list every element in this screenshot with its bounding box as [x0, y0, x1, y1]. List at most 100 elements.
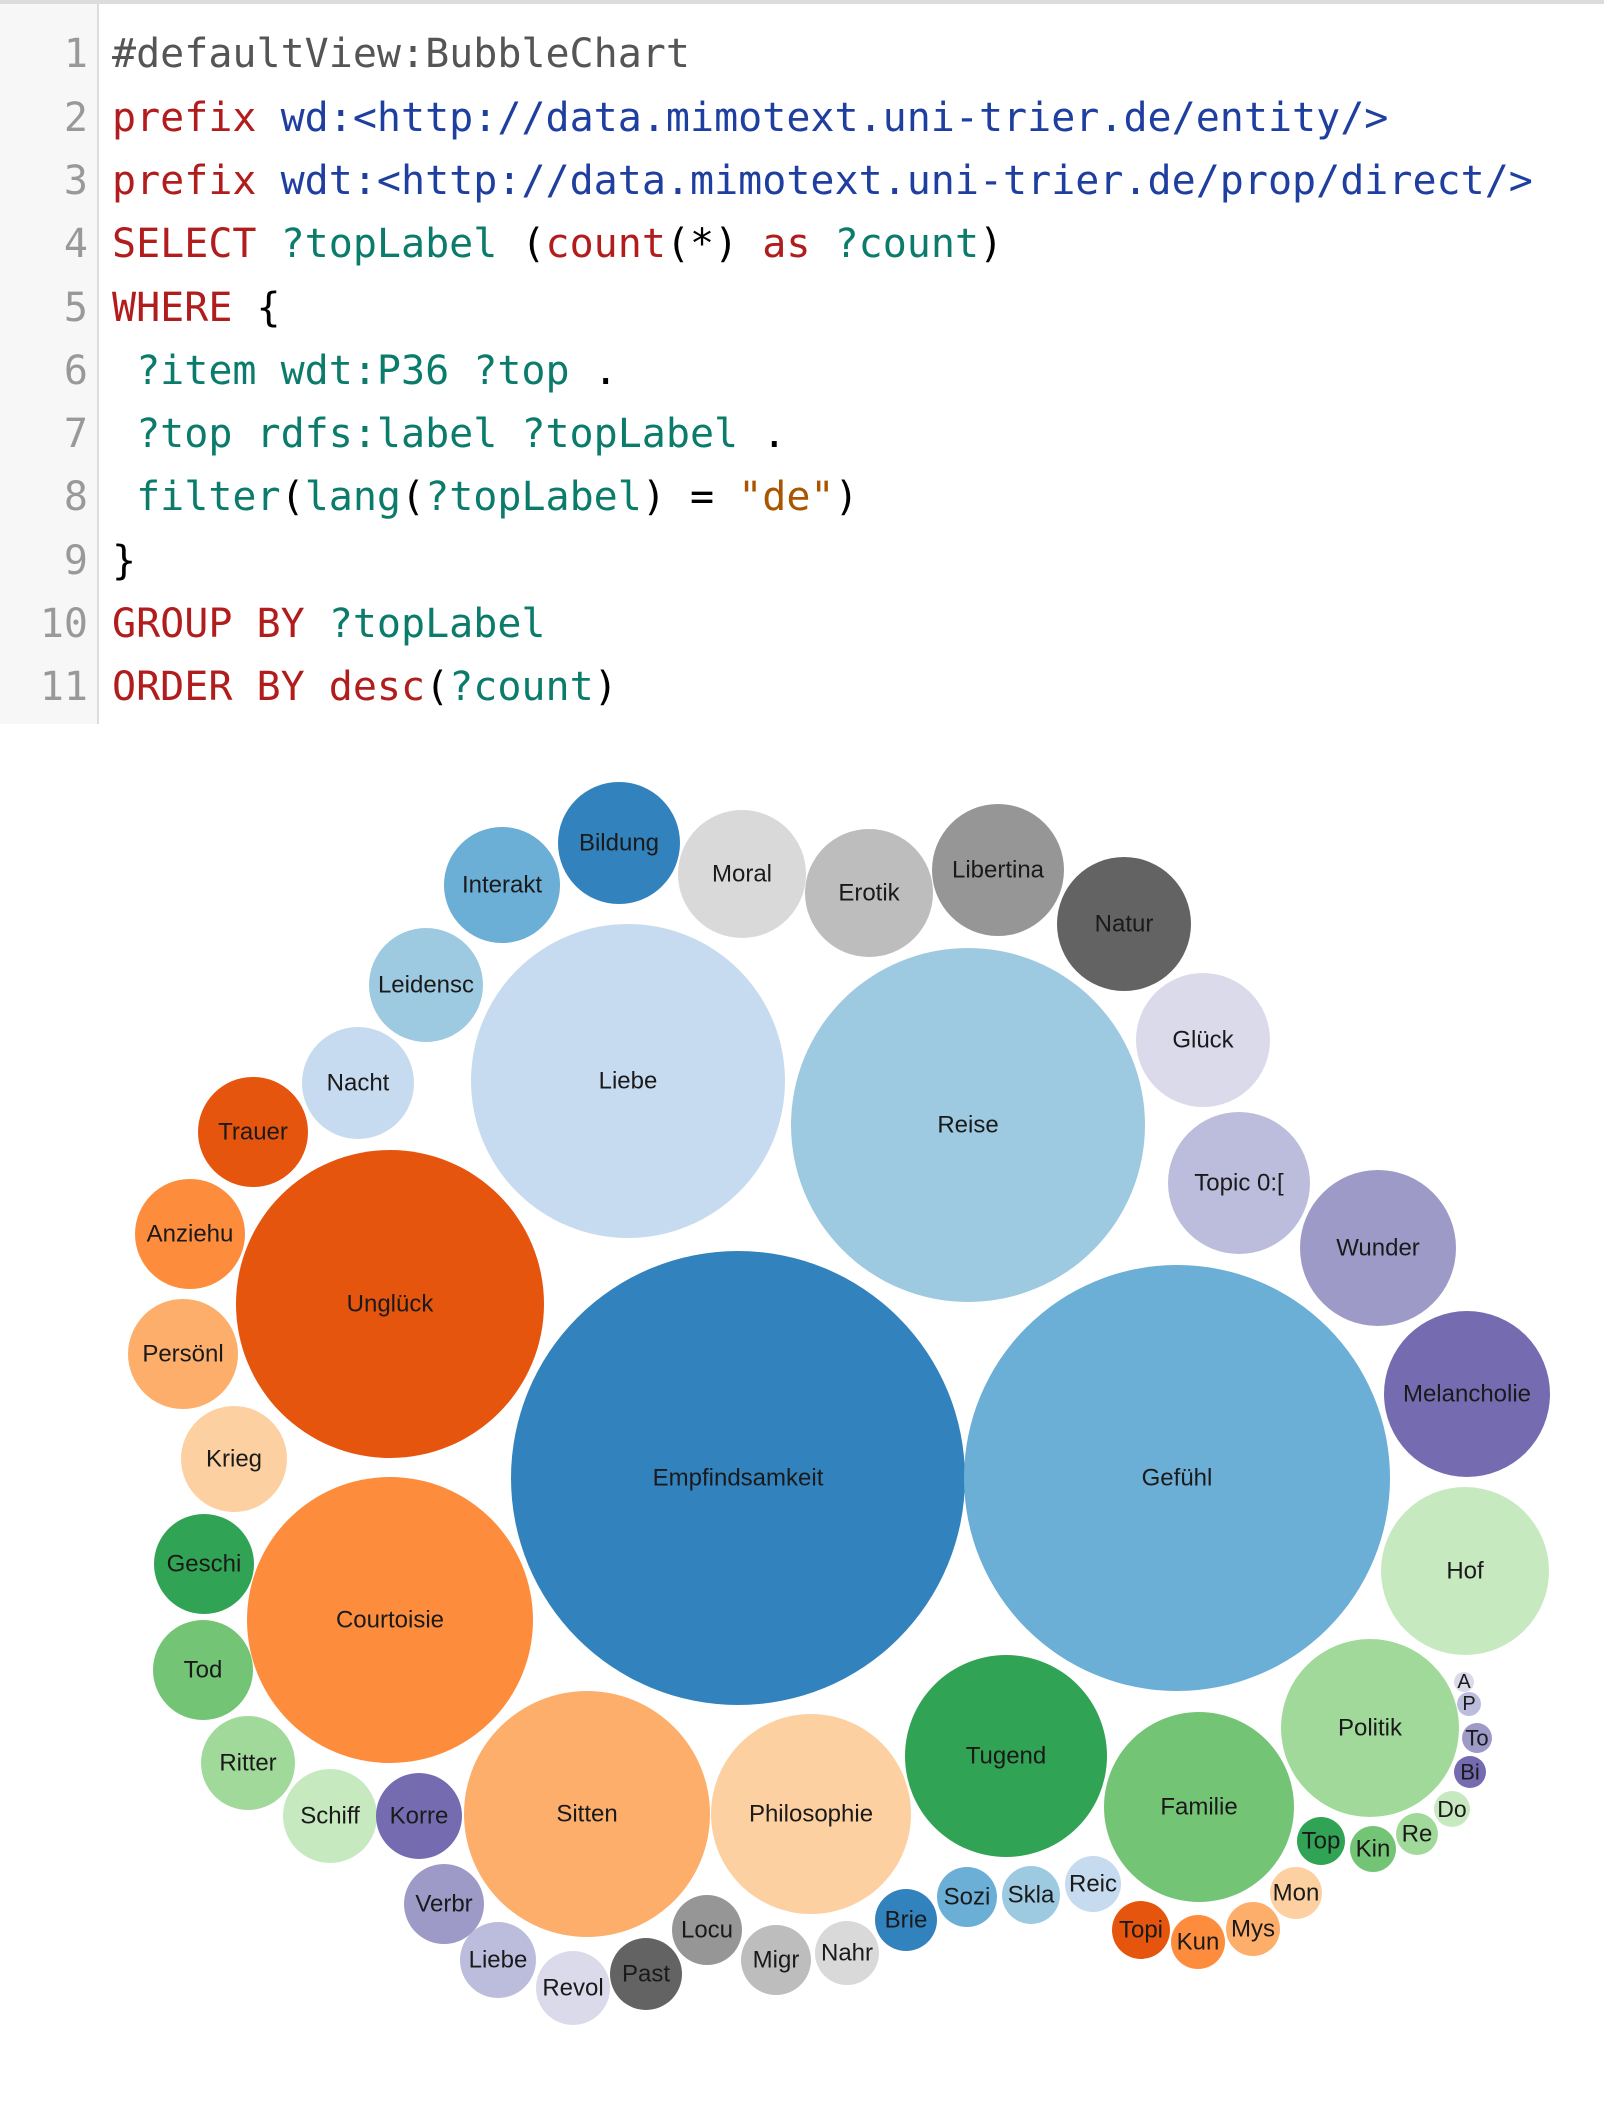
bubble[interactable]: Politik — [1281, 1639, 1459, 1817]
bubble-circle[interactable] — [1136, 973, 1270, 1107]
bubble[interactable]: Courtoisie — [247, 1477, 533, 1763]
bubble-circle[interactable] — [1454, 1672, 1474, 1692]
bubble[interactable]: Liebe — [471, 924, 785, 1238]
bubble-circle[interactable] — [1300, 1170, 1456, 1326]
bubble[interactable]: Bildung — [558, 782, 680, 904]
bubble[interactable]: Glück — [1136, 973, 1270, 1107]
bubble[interactable]: Leidensc — [369, 928, 483, 1042]
bubble-circle[interactable] — [471, 924, 785, 1238]
bubble[interactable]: Sitten — [464, 1691, 710, 1937]
bubble[interactable]: Gefühl — [964, 1265, 1390, 1691]
bubble[interactable]: Tod — [153, 1620, 253, 1720]
bubble-circle[interactable] — [1168, 1112, 1310, 1254]
bubble[interactable]: Mon — [1270, 1867, 1322, 1919]
bubble[interactable]: Philosophie — [711, 1714, 911, 1914]
bubble[interactable]: Topic 0:[ — [1168, 1112, 1310, 1254]
bubble-circle[interactable] — [181, 1406, 287, 1512]
bubble-circle[interactable] — [1112, 1901, 1170, 1959]
bubble[interactable]: Liebe — [460, 1922, 536, 1998]
bubble-circle[interactable] — [805, 829, 933, 957]
code-text[interactable]: ?item wdt:P36 ?top . — [112, 339, 618, 403]
bubble-circle[interactable] — [711, 1714, 911, 1914]
bubble[interactable]: Nahr — [815, 1921, 879, 1985]
bubble[interactable]: A — [1454, 1671, 1474, 1693]
bubble[interactable]: Verbr — [404, 1864, 484, 1944]
bubble[interactable]: Trauer — [198, 1077, 308, 1187]
bubble-circle[interactable] — [247, 1477, 533, 1763]
bubble-circle[interactable] — [1281, 1639, 1459, 1817]
bubble-circle[interactable] — [1057, 857, 1191, 991]
code-text[interactable]: ?top rdfs:label ?topLabel . — [112, 402, 786, 466]
bubble[interactable]: Natur — [1057, 857, 1191, 991]
bubble-circle[interactable] — [610, 1938, 682, 2010]
bubble[interactable]: Migr — [741, 1925, 811, 1995]
bubble-circle[interactable] — [1226, 1902, 1280, 1956]
bubble-circle[interactable] — [460, 1922, 536, 1998]
bubble[interactable]: Familie — [1104, 1712, 1294, 1902]
bubble-circle[interactable] — [1381, 1487, 1549, 1655]
bubble-circle[interactable] — [1457, 1692, 1481, 1716]
bubble-circle[interactable] — [1065, 1856, 1121, 1912]
bubble-circle[interactable] — [741, 1925, 811, 1995]
bubble-circle[interactable] — [1104, 1712, 1294, 1902]
bubble[interactable]: Schiff — [283, 1769, 377, 1863]
code-text[interactable]: WHERE { — [112, 276, 281, 340]
bubble[interactable]: Erotik — [805, 829, 933, 957]
bubble-circle[interactable] — [905, 1655, 1107, 1857]
bubble-circle[interactable] — [672, 1895, 742, 1965]
code-text[interactable]: ORDER BY desc(?count) — [112, 655, 618, 719]
bubble[interactable]: Sozi — [937, 1867, 997, 1927]
bubble[interactable]: Skla — [1002, 1866, 1060, 1924]
bubble-circle[interactable] — [1270, 1867, 1322, 1919]
bubble[interactable]: Melancholie — [1384, 1311, 1550, 1477]
bubble-circle[interactable] — [1297, 1817, 1345, 1865]
bubble-circle[interactable] — [201, 1716, 295, 1810]
bubble-circle[interactable] — [678, 810, 806, 938]
query-editor[interactable]: 1 #defaultView:BubbleChart 2 prefix wd:<htt… — [0, 4, 1604, 724]
bubble[interactable]: To — [1462, 1723, 1492, 1753]
bubble-circle[interactable] — [511, 1251, 965, 1705]
bubble-circle[interactable] — [153, 1620, 253, 1720]
bubble-circle[interactable] — [369, 928, 483, 1042]
bubble-circle[interactable] — [444, 827, 560, 943]
bubble[interactable]: Tugend — [905, 1655, 1107, 1857]
bubble[interactable]: Interakt — [444, 827, 560, 943]
bubble-circle[interactable] — [964, 1265, 1390, 1691]
bubble-circle[interactable] — [1434, 1791, 1470, 1827]
code-text[interactable]: prefix wd:<http://data.mimotext.uni-trie… — [112, 86, 1388, 150]
bubble-circle[interactable] — [1454, 1756, 1486, 1788]
bubble-circle[interactable] — [815, 1921, 879, 1985]
bubble[interactable]: Kun — [1171, 1915, 1225, 1969]
code-text[interactable]: filter(lang(?topLabel) = "de") — [112, 465, 859, 529]
bubble[interactable]: Revol — [536, 1951, 610, 2025]
bubble-circle[interactable] — [1171, 1915, 1225, 1969]
bubble-circle[interactable] — [1462, 1723, 1492, 1753]
bubble[interactable]: Reise — [791, 948, 1145, 1302]
bubble[interactable]: Brie — [875, 1889, 937, 1951]
bubble-circle[interactable] — [1002, 1866, 1060, 1924]
bubble-circle[interactable] — [283, 1769, 377, 1863]
bubble-circle[interactable] — [464, 1691, 710, 1937]
code-text[interactable]: } — [112, 529, 136, 593]
bubble[interactable]: Top — [1297, 1817, 1345, 1865]
bubble[interactable]: Moral — [678, 810, 806, 938]
bubble[interactable]: Bi — [1454, 1756, 1486, 1788]
bubble[interactable]: Geschi — [154, 1514, 254, 1614]
bubble[interactable]: Reic — [1065, 1856, 1121, 1912]
bubble-circle[interactable] — [536, 1951, 610, 2025]
bubble[interactable]: Topi — [1112, 1901, 1170, 1959]
bubble[interactable]: Korre — [376, 1773, 462, 1859]
bubble-circle[interactable] — [376, 1773, 462, 1859]
bubble-circle[interactable] — [875, 1889, 937, 1951]
bubble[interactable]: Krieg — [181, 1406, 287, 1512]
bubble-circle[interactable] — [791, 948, 1145, 1302]
bubble-circle[interactable] — [154, 1514, 254, 1614]
bubble[interactable]: Nacht — [302, 1027, 414, 1139]
code-text[interactable]: GROUP BY ?topLabel — [112, 592, 546, 656]
bubble-circle[interactable] — [1396, 1813, 1438, 1855]
bubble[interactable]: Empfindsamkeit — [511, 1251, 965, 1705]
bubble[interactable]: Do — [1434, 1791, 1470, 1827]
code-text[interactable]: SELECT ?topLabel (count(*) as ?count) — [112, 212, 1003, 276]
bubble-circle[interactable] — [302, 1027, 414, 1139]
bubble[interactable]: Hof — [1381, 1487, 1549, 1655]
